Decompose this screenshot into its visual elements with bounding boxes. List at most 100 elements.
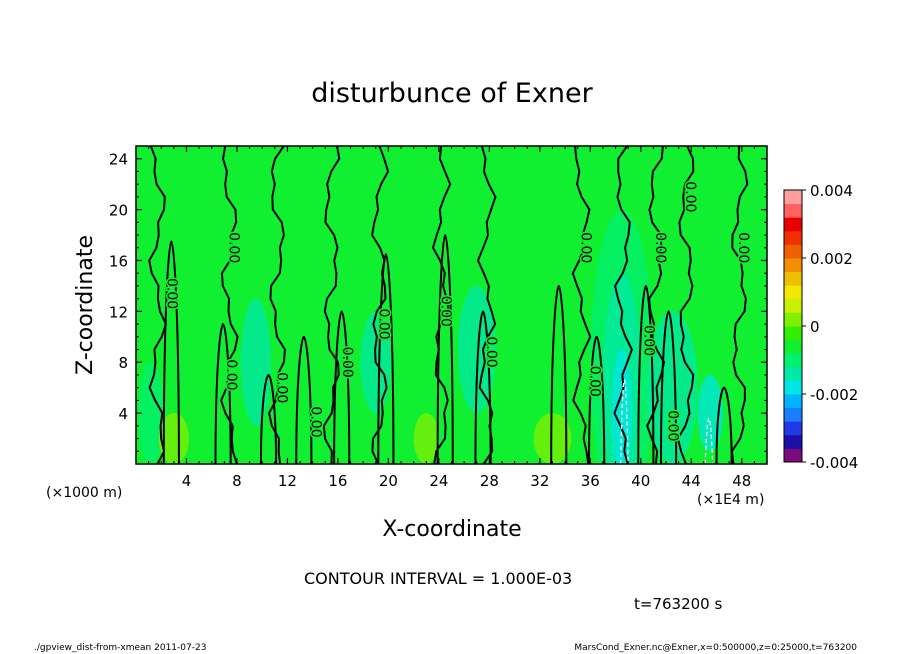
shaded-region — [533, 413, 572, 464]
y-tick-label: 16 — [109, 252, 128, 270]
contour-value-label: 0.00 — [339, 347, 355, 378]
x-tick-label: 36 — [581, 472, 600, 490]
time-text: t=763200 s — [634, 595, 722, 613]
contour-value-label: 0.00 — [273, 372, 289, 403]
x-tick-label: 28 — [480, 472, 499, 490]
x-tick-label: 44 — [682, 472, 701, 490]
y-tick-label: 8 — [118, 354, 128, 372]
contour-value-label: 0.00 — [652, 232, 668, 263]
colorbar-swatch — [784, 230, 802, 245]
contour-value-label: 0.00 — [483, 336, 499, 367]
colorbar-swatch — [784, 190, 802, 205]
colorbar-swatch — [784, 421, 802, 436]
contour-line — [730, 146, 749, 464]
colorbar-swatch — [784, 326, 802, 341]
x-tick-label: 16 — [328, 472, 347, 490]
colorbar-swatch — [784, 353, 802, 368]
contour-value-label: 0.00 — [665, 410, 681, 441]
contour-value-label: 0.00 — [164, 278, 180, 309]
contour-value-label: 0.00 — [223, 359, 239, 390]
colorbar-label: -0.004 — [810, 454, 858, 472]
contour-value-label: 0.00 — [437, 296, 453, 327]
shaded-region — [457, 285, 496, 414]
contour-lines — [148, 146, 749, 464]
y-tick-label: 20 — [109, 202, 128, 220]
contour-value-label: 0.00 — [682, 181, 698, 212]
x-tick-label: 4 — [182, 472, 192, 490]
contour-line — [588, 335, 606, 464]
shaded-region — [158, 413, 190, 464]
colorbar-label: 0.002 — [810, 250, 853, 268]
x-tick-label: 24 — [429, 472, 448, 490]
field-shading — [138, 209, 723, 464]
contour-line — [476, 146, 497, 464]
x-tick-label: 48 — [732, 472, 751, 490]
contour-line — [676, 146, 695, 464]
shaded-region — [240, 298, 272, 426]
footer-left: ./gpview_dist-from-xmean 2011-07-23 — [34, 643, 206, 653]
colorbar-label: 0 — [810, 318, 820, 336]
contour-line — [431, 146, 452, 464]
contour-line — [474, 310, 492, 464]
y-tick-label: 24 — [109, 151, 128, 169]
colorbar-swatch — [784, 258, 802, 273]
contour-line — [220, 146, 239, 464]
contour-line — [637, 284, 655, 464]
colorbar-swatch — [784, 434, 802, 449]
x-tick-label: 12 — [278, 472, 297, 490]
contour-value-label: 0.00 — [225, 232, 241, 263]
contour-line — [295, 335, 313, 464]
contour-line — [659, 310, 678, 464]
colorbar-swatch — [784, 366, 802, 381]
colorbar-swatch — [784, 285, 802, 300]
x-tick-label: 40 — [631, 472, 650, 490]
colorbar-swatch — [784, 394, 802, 409]
contour-interval-text: CONTOUR INTERVAL = 1.000E-03 — [304, 569, 572, 588]
colorbar-swatch — [784, 298, 802, 313]
x-axis-label: X-coordinate — [382, 517, 521, 542]
y-axis: 4 8 12 16 20 24 — [109, 151, 767, 452]
colorbar-swatch — [784, 380, 802, 395]
colorbar-swatch — [784, 217, 802, 232]
contour-line — [322, 146, 341, 464]
contour-line — [436, 234, 454, 464]
colorbar-swatch — [784, 448, 802, 463]
contour-labels: 0.00 0.00 0.00 0.00 0.00 0.00 0.00 0.00 0.00 0.00… — [162, 180, 753, 443]
x-tick-label: 20 — [379, 472, 398, 490]
shaded-region — [413, 413, 439, 464]
contour-value-label: 0.00 — [376, 308, 392, 339]
colorbar-swatch — [784, 407, 802, 422]
x-tick-label: 8 — [232, 472, 242, 490]
contour-value-label: 0.00 — [307, 406, 323, 437]
contour-value-label: 0.00 — [641, 325, 657, 356]
contour-line — [613, 146, 633, 464]
contour-line — [377, 253, 395, 464]
footer-right: MarsCond_Exner.nc@Exner,x=0:500000,z=0:2… — [574, 643, 857, 653]
contour-line — [259, 373, 278, 464]
contour-line — [268, 146, 286, 464]
contour-value-label: 0.00 — [586, 366, 602, 397]
contour-line — [571, 146, 592, 464]
contour-line — [715, 386, 733, 464]
contour-line — [333, 310, 351, 464]
plot-area: 0.00 0.00 0.00 0.00 0.00 0.00 0.00 0.00 0.00 0.00… — [136, 146, 767, 464]
colorbar-swatch — [784, 312, 802, 327]
contour-line — [550, 284, 568, 464]
chart-title: disturbunce of Exner — [311, 78, 593, 109]
colorbar-swatch — [784, 339, 802, 354]
contour-line — [148, 146, 167, 464]
contour-value-label: 0.00 — [577, 232, 593, 263]
negative-contour-line — [704, 417, 714, 464]
y-tick-label: 12 — [109, 303, 128, 321]
contour-value-label: 0.00 — [735, 232, 751, 263]
x-unit-left: (×1000 m) — [46, 485, 122, 501]
x-axis: 4 8 12 16 20 24 28 32 36 40 44 48 — [148, 146, 755, 490]
contour-line — [162, 240, 180, 464]
shaded-region — [138, 362, 164, 464]
colorbar-swatch — [784, 203, 802, 218]
colorbar-label: 0.004 — [810, 182, 853, 200]
contour-line — [214, 323, 232, 464]
colorbar-label: -0.002 — [810, 386, 858, 404]
x-tick-label: 32 — [530, 472, 549, 490]
